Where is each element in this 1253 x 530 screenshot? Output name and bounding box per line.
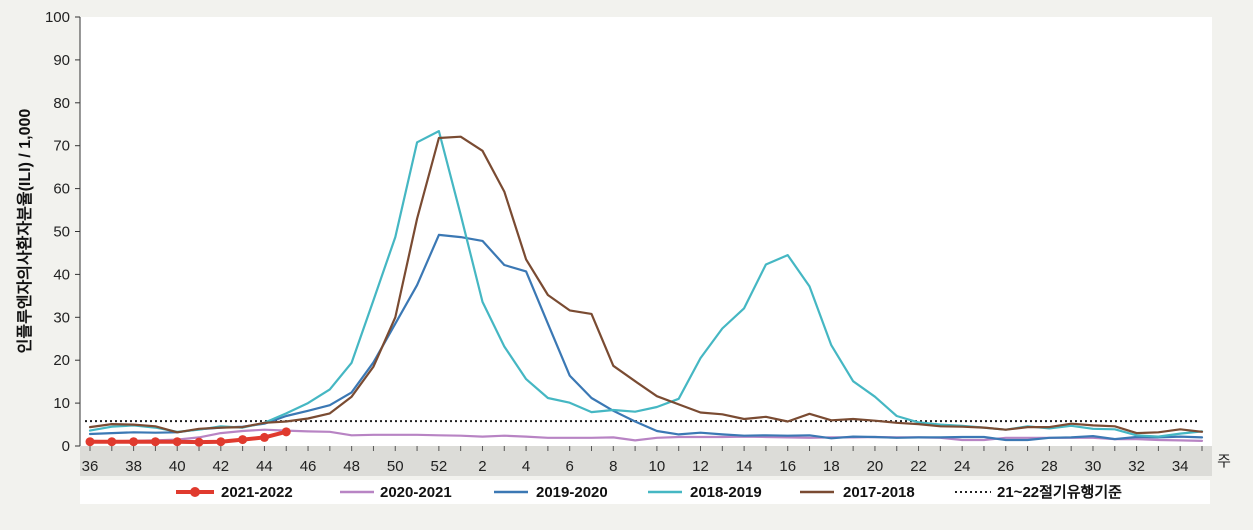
- x-tick-label: 44: [256, 458, 273, 475]
- x-tick-label: 14: [736, 458, 753, 475]
- point-2021-2022: [216, 437, 226, 447]
- x-tick-label: 48: [343, 458, 360, 475]
- y-tick-label: 60: [53, 181, 70, 198]
- legend: 2021-2022 2020-2021 2019-2020 2018-2019 2017…: [80, 480, 1210, 504]
- plot-background: [80, 17, 1212, 446]
- x-axis-label: 주: [1217, 453, 1231, 470]
- y-tick-label: 30: [53, 309, 70, 326]
- legend-background: [80, 480, 1210, 504]
- y-tick-label: 70: [53, 138, 70, 155]
- y-axis-label: 인플루엔자의사환자분율(ILI) / 1,000: [16, 109, 34, 354]
- x-tick-label: 38: [125, 458, 142, 475]
- x-tick-label: 30: [1085, 458, 1102, 475]
- point-2021-2022: [259, 432, 269, 442]
- series-markers: [85, 427, 291, 447]
- series-line-2017-2018: [88, 135, 1204, 435]
- x-tick-label: 40: [169, 458, 186, 475]
- x-axis-band: [80, 446, 1212, 476]
- x-tick-label: 24: [954, 458, 971, 475]
- x-tick-label: 10: [649, 458, 666, 475]
- series-line-2020-2021: [88, 428, 1204, 443]
- x-tick-label: 42: [212, 458, 229, 475]
- point-2021-2022: [281, 427, 291, 437]
- x-tick-label: 22: [910, 458, 927, 475]
- y-tick-label: 80: [53, 95, 70, 112]
- x-tick-label: 16: [779, 458, 796, 475]
- point-2021-2022: [129, 437, 139, 447]
- point-2021-2022: [150, 437, 160, 447]
- x-tick-label: 34: [1172, 458, 1189, 475]
- legend-label: 2018-2019: [690, 484, 762, 501]
- x-tick-label: 32: [1128, 458, 1145, 475]
- x-tick-label: 12: [692, 458, 709, 475]
- legend-label: 2021-2022: [221, 484, 293, 501]
- x-tick-label: 46: [300, 458, 317, 475]
- legend-label: 2017-2018: [843, 484, 915, 501]
- y-tick-label: 0: [62, 438, 70, 455]
- legend-label: 21~22절기유행기준: [997, 484, 1122, 501]
- y-tick-label: 20: [53, 352, 70, 369]
- y-tick-label: 100: [45, 9, 70, 26]
- x-tick-label: 18: [823, 458, 840, 475]
- x-tick-label: 28: [1041, 458, 1058, 475]
- x-axis-ticks: 36 38 40 42 44 46 48 50 52 2 4 6 8 10 12 14 16 18 20 22 24 26…: [82, 446, 1203, 475]
- legend-label: 2019-2020: [536, 484, 608, 501]
- y-tick-label: 50: [53, 224, 70, 241]
- legend-label: 2020-2021: [380, 484, 452, 501]
- x-tick-label: 36: [82, 458, 99, 475]
- point-2021-2022: [85, 437, 95, 447]
- series-line-2019-2020: [88, 233, 1204, 442]
- x-tick-label: 50: [387, 458, 404, 475]
- x-tick-label: 4: [522, 458, 530, 475]
- point-2021-2022: [172, 437, 182, 447]
- y-tick-label: 90: [53, 52, 70, 69]
- x-tick-label: 6: [566, 458, 574, 475]
- y-tick-label: 10: [53, 395, 70, 412]
- y-axis-ticks: 0 10 20 30 40 50 60 70 80 90 100: [45, 9, 80, 455]
- x-tick-label: 20: [867, 458, 884, 475]
- series-lines: [85, 130, 1204, 445]
- x-tick-label: 2: [478, 458, 486, 475]
- y-tick-label: 40: [53, 266, 70, 283]
- point-2021-2022: [194, 437, 204, 447]
- x-tick-label: 26: [997, 458, 1014, 475]
- x-tick-label: 8: [609, 458, 617, 475]
- point-2021-2022: [238, 435, 248, 445]
- point-2021-2022: [107, 437, 117, 447]
- series-line-2021-2022: [88, 429, 289, 445]
- x-tick-label: 52: [431, 458, 448, 475]
- legend-marker-2021-2022: [190, 487, 200, 497]
